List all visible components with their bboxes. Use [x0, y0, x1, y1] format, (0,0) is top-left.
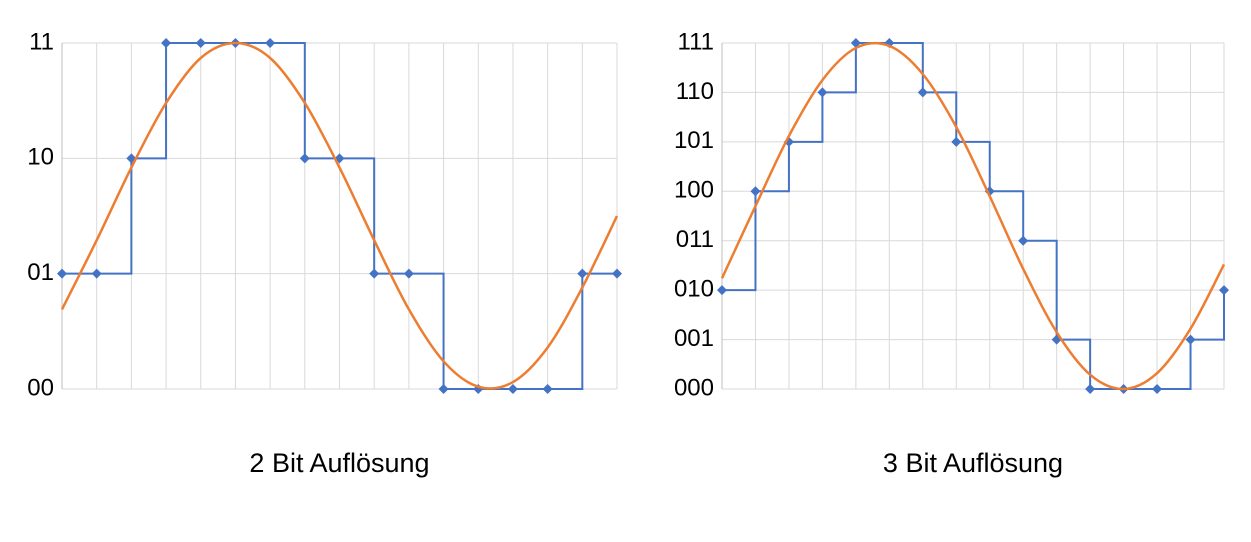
sample-marker — [161, 38, 172, 48]
sample-marker — [403, 268, 414, 279]
sample-marker — [951, 136, 962, 147]
step-segment — [956, 140, 991, 192]
step-segment — [1023, 239, 1058, 340]
step-segment — [408, 272, 445, 389]
sample-marker — [717, 285, 727, 296]
step-segment — [1056, 338, 1092, 389]
y-tick-label: 111 — [678, 28, 714, 55]
y-tick-label: 110 — [676, 78, 714, 105]
sample-marker — [577, 268, 588, 279]
sample-marker — [1152, 384, 1163, 394]
step-segment — [339, 157, 376, 274]
step-segment — [1157, 339, 1192, 390]
sample-marker — [1219, 285, 1229, 296]
y-tick-label: 011 — [676, 226, 714, 253]
sample-marker — [1085, 384, 1096, 394]
chart-title: 3 Bit Auflösung — [883, 448, 1063, 478]
sample-marker — [817, 87, 828, 98]
y-tick-label: 00 — [27, 374, 54, 401]
sample-marker — [612, 268, 622, 279]
sample-marker — [57, 268, 67, 279]
step-segment — [96, 158, 133, 275]
sample-marker — [438, 384, 449, 394]
step-segment — [547, 273, 584, 390]
step-segment — [131, 43, 168, 160]
step-segment — [989, 190, 1025, 241]
y-tick-label: 010 — [674, 275, 714, 302]
step-segment — [722, 191, 757, 292]
sine-curve — [60, 41, 619, 390]
y-tick-label: 101 — [674, 127, 714, 154]
step-segment — [788, 92, 824, 143]
chart-title: 2 Bit Auflösung — [249, 448, 429, 478]
sample-marker — [1018, 235, 1029, 246]
sample-marker — [917, 87, 928, 98]
step-segment — [1190, 290, 1225, 341]
y-tick-label: 001 — [674, 325, 714, 352]
sine-curve — [720, 41, 1226, 391]
sample-marker — [507, 384, 518, 394]
sample-marker — [750, 186, 761, 197]
sample-marker — [265, 38, 276, 48]
step-segment — [755, 141, 790, 193]
sample-marker — [91, 268, 102, 279]
y-tick-label: 10 — [27, 144, 54, 171]
sample-marker — [542, 384, 553, 394]
sample-marker — [195, 38, 206, 48]
step-segment — [270, 42, 306, 159]
sample-marker — [1185, 334, 1196, 345]
y-tick-label: 000 — [674, 374, 714, 401]
sample-marker — [299, 153, 310, 164]
y-tick-label: 100 — [674, 177, 714, 204]
y-tick-label: 01 — [27, 259, 54, 286]
sample-marker — [369, 268, 380, 279]
y-tick-label: 11 — [29, 28, 54, 55]
step-segment — [822, 43, 857, 94]
